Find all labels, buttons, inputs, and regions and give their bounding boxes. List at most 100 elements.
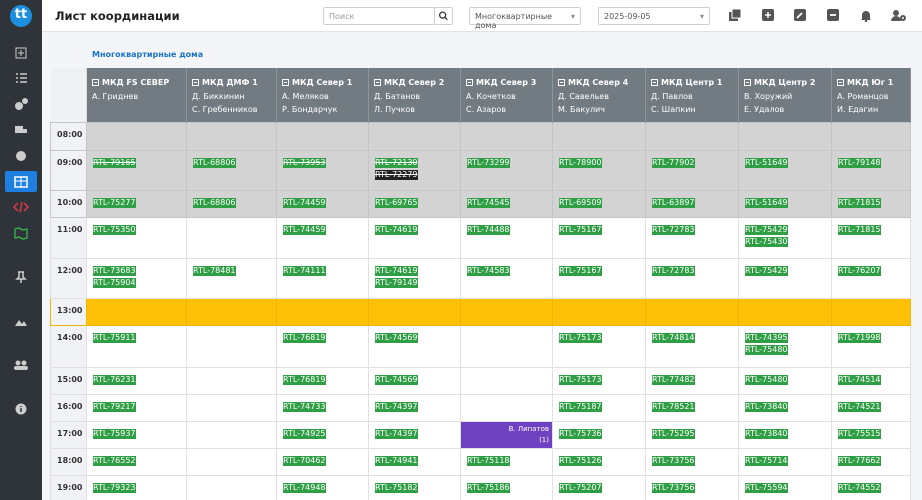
slot-cell[interactable] [277,122,369,150]
ticket-tag[interactable]: RTL-75167 [559,225,602,235]
collapse-toggle[interactable] [837,79,844,86]
ticket-tag[interactable]: RTL-75736 [559,429,602,439]
slot-cell[interactable] [461,367,553,394]
slot-cell[interactable]: RTL-75173 [553,367,646,394]
ticket-tag[interactable]: RTL-75118 [467,456,510,466]
ticket-tag[interactable]: RTL-78900 [559,158,602,168]
collapse-toggle[interactable] [92,79,99,86]
ticket-tag[interactable]: RTL-74545 [467,198,510,208]
slot-cell[interactable]: RTL-74569 [369,325,461,367]
slot-cell[interactable]: RTL-71998 [832,325,911,367]
slot-cell[interactable]: RTL-74545 [461,190,553,217]
slot-cell[interactable] [187,367,277,394]
slot-cell[interactable] [832,298,911,325]
ticket-tag[interactable]: RTL-73840 [745,402,788,412]
ticket-tag[interactable]: RTL-75173 [559,375,602,385]
ticket-tag[interactable]: RTL-74569 [375,375,418,385]
slot-cell[interactable] [277,298,369,325]
ticket-tag[interactable]: RTL-74488 [467,225,510,235]
slot-cell[interactable]: RTL-76552 [87,448,187,475]
ticket-tag[interactable]: RTL-72783 [652,266,695,276]
ticket-tag[interactable]: RTL-79148 [838,158,881,168]
ticket-tag[interactable]: RTL-63897 [652,198,695,208]
slot-cell[interactable]: RTL-76819 [277,367,369,394]
ticket-tag[interactable]: RTL-74397 [375,402,418,412]
slot-cell[interactable]: RTL-79165 [87,150,187,190]
slot-cell[interactable] [553,122,646,150]
ticket-tag[interactable]: RTL-70462 [283,456,326,466]
ticket-tag[interactable]: RTL-77902 [652,158,695,168]
slot-cell[interactable]: RTL-74552 [832,475,911,500]
ticket-tag[interactable]: RTL-74514 [838,375,881,385]
ticket-tag[interactable]: RTL-78481 [193,266,236,276]
ticket-tag[interactable]: RTL-79149 [375,278,418,288]
slot-cell[interactable] [187,217,277,258]
ticket-tag[interactable]: RTL-74459 [283,225,326,235]
ticket-tag[interactable]: RTL-74733 [283,402,326,412]
slot-cell[interactable]: RTL-74488 [461,217,553,258]
slot-cell[interactable]: RTL-68806 [187,190,277,217]
ticket-tag[interactable]: RTL-72130 [375,158,418,168]
slot-cell[interactable]: RTL-75173 [553,325,646,367]
slot-cell[interactable]: RTL-76231 [87,367,187,394]
slot-cell[interactable]: RTL-74583 [461,258,553,298]
slot-cell[interactable]: RTL-76207 [832,258,911,298]
ticket-tag[interactable]: RTL-74111 [283,266,326,276]
ticket-tag[interactable]: RTL-75430 [745,237,788,247]
slot-cell[interactable]: RTL-73756 [646,448,739,475]
slot-cell[interactable] [187,122,277,150]
slot-cell[interactable]: RTL-75182 [369,475,461,500]
slot-cell[interactable]: RTL-74395RTL-75480 [739,325,832,367]
slot-cell[interactable]: RTL-75937 [87,421,187,448]
slot-cell[interactable]: RTL-51649 [739,150,832,190]
ticket-tag[interactable]: RTL-72783 [652,225,695,235]
user-settings[interactable] [891,9,907,22]
slot-cell[interactable] [187,298,277,325]
slot-cell[interactable]: RTL-74397 [369,421,461,448]
ticket-tag[interactable]: RTL-74521 [838,402,881,412]
slot-cell[interactable]: RTL-74514 [832,367,911,394]
slot-cell[interactable]: RTL-69509 [553,190,646,217]
slot-cell[interactable] [87,122,187,150]
ticket-tag[interactable]: RTL-73756 [652,456,695,466]
slot-cell[interactable]: RTL-74941 [369,448,461,475]
nav-table[interactable] [13,175,29,189]
ticket-tag[interactable]: RTL-68806 [193,198,236,208]
ticket-tag[interactable]: RTL-79323 [93,483,136,493]
nav-places[interactable] [13,314,29,328]
slot-cell[interactable] [187,421,277,448]
ticket-tag[interactable]: RTL-73756 [652,483,695,493]
slot-cell[interactable]: RTL-74459 [277,190,369,217]
ticket-tag[interactable]: RTL-74619 [375,225,418,235]
slot-cell[interactable]: RTL-75295 [646,421,739,448]
slot-cell[interactable] [461,325,553,367]
ticket-tag[interactable]: RTL-76207 [838,266,881,276]
ticket-tag[interactable]: RTL-73299 [467,158,510,168]
slot-cell[interactable]: RTL-75429 RTL-75430 [739,217,832,258]
add-button[interactable] [761,9,775,22]
slot-cell[interactable] [187,475,277,500]
slot-cell[interactable] [553,298,646,325]
nav-truck[interactable] [13,123,29,137]
search-button[interactable] [434,7,453,25]
nav-info[interactable] [13,402,29,416]
ticket-tag[interactable]: RTL-75429 [745,225,788,235]
ticket-tag[interactable]: RTL-74397 [375,429,418,439]
slot-cell[interactable] [646,122,739,150]
slot-cell[interactable]: RTL-75126 [553,448,646,475]
ticket-tag[interactable]: RTL-74925 [283,429,326,439]
slot-cell[interactable]: RTL-74814 [646,325,739,367]
nav-add[interactable] [13,46,29,60]
slot-cell[interactable] [461,394,553,421]
slot-cell[interactable]: RTL-74948 [277,475,369,500]
slot-cell[interactable]: RTL-78900 [553,150,646,190]
slot-cell[interactable]: RTL-72783 [646,217,739,258]
slot-cell[interactable]: RTL-73953 [277,150,369,190]
slot-cell[interactable]: RTL-51649 [739,190,832,217]
nav-chart[interactable] [13,149,29,163]
logo[interactable]: tt [10,5,32,27]
slot-cell[interactable]: RTL-73840 [739,394,832,421]
ticket-tag[interactable]: RTL-75480 [745,345,788,355]
slot-cell[interactable]: RTL-73756 [646,475,739,500]
slot-cell[interactable]: RTL-75911 [87,325,187,367]
